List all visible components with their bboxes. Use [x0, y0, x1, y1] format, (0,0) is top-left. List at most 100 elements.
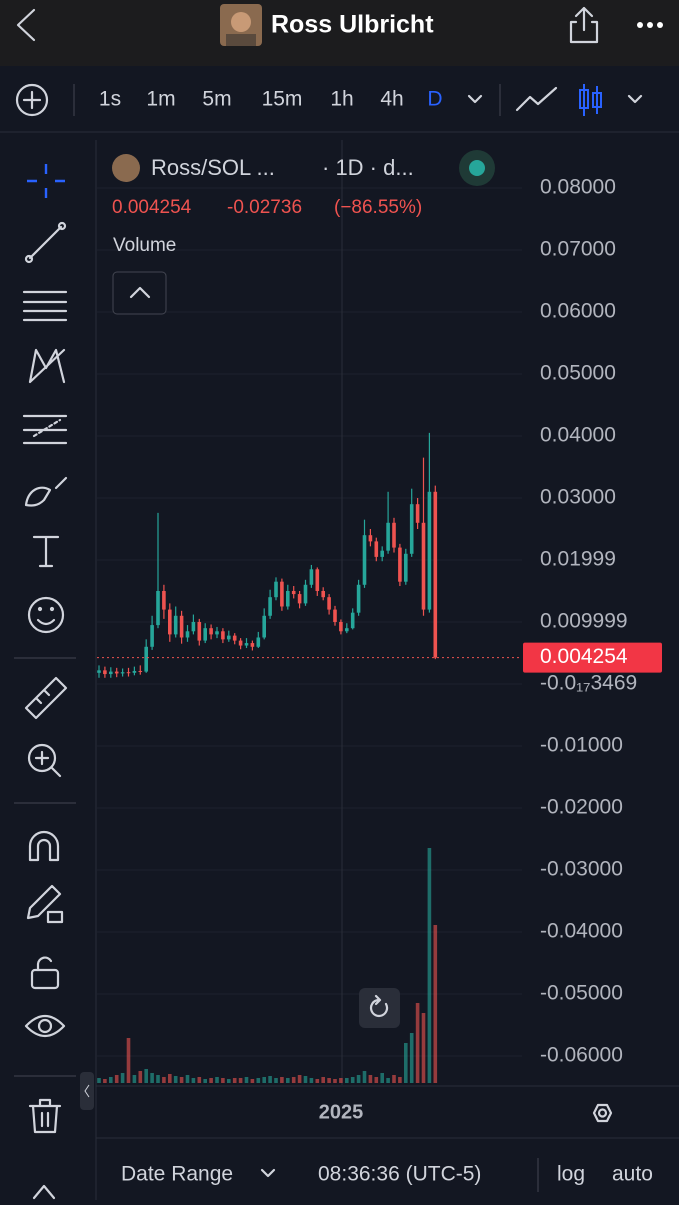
more-button[interactable]	[637, 22, 663, 28]
volume-bar	[321, 1077, 325, 1083]
volume-bar	[303, 1076, 308, 1083]
interval-button[interactable]: 15m	[262, 88, 303, 111]
chart-type-dropdown[interactable]	[627, 94, 643, 104]
header-title: Ross Ulbricht	[271, 11, 434, 39]
volume-bar	[156, 1075, 160, 1083]
candle-body	[97, 670, 101, 673]
line-chart-button[interactable]	[515, 86, 558, 112]
candle-body	[197, 621, 202, 641]
symbol-avatar	[112, 154, 140, 182]
lock-tool[interactable]	[30, 956, 60, 990]
volume-bar	[179, 1077, 184, 1083]
candle-body	[250, 643, 255, 647]
candle-body	[238, 640, 243, 646]
collapse-button[interactable]	[112, 271, 167, 315]
auto-button[interactable]: auto	[612, 1163, 653, 1186]
forecast-tool[interactable]	[22, 414, 68, 445]
candle-body	[132, 670, 137, 673]
volume-bar	[232, 1078, 237, 1083]
last-price-label: 0.004254	[540, 645, 628, 668]
log-button[interactable]: log	[557, 1163, 585, 1186]
interval-button[interactable]: 4h	[380, 88, 403, 111]
visibility-tool[interactable]	[24, 1014, 66, 1038]
header-bar	[0, 0, 679, 66]
status-dot	[469, 160, 485, 176]
reset-button[interactable]	[359, 988, 400, 1028]
trend-line-tool[interactable]	[24, 221, 67, 264]
settings-button[interactable]	[592, 1103, 613, 1123]
candle-body	[380, 550, 384, 557]
text-tool[interactable]	[32, 535, 60, 568]
volume-bar	[103, 1079, 107, 1083]
candle-chart-button[interactable]	[579, 84, 602, 116]
volume-bar	[291, 1077, 296, 1083]
ruler-tool[interactable]	[24, 676, 68, 720]
scroll-up[interactable]	[32, 1184, 56, 1200]
candle-body	[362, 535, 367, 585]
y-tick-label: -0.02000	[540, 796, 623, 819]
emoji-tool[interactable]	[27, 596, 65, 634]
candle-body	[286, 590, 290, 607]
interval: · 1D · d...	[322, 155, 414, 180]
volume-bar	[350, 1077, 355, 1083]
volume-bar	[256, 1078, 261, 1083]
toolbar-collapse[interactable]	[80, 1072, 94, 1110]
interval-button[interactable]: D	[427, 88, 442, 111]
legend: Ross/SOL ... · 1D · d... 0.004254 -0.027…	[112, 150, 495, 315]
volume-bar	[433, 925, 438, 1083]
date-range[interactable]: Date Range	[121, 1163, 233, 1186]
y-tick-label: -0.03000	[540, 858, 623, 881]
volume-bar	[162, 1077, 166, 1083]
interval-dropdown[interactable]	[467, 94, 483, 104]
volume-bar	[138, 1071, 143, 1083]
candle-body	[427, 491, 432, 610]
volume-bar	[114, 1075, 119, 1083]
y-tick-label: 0.08000	[540, 176, 616, 199]
candle-body	[433, 491, 438, 658]
zoom-tool[interactable]	[27, 743, 62, 778]
interval-button[interactable]: 1h	[330, 88, 353, 111]
intervals: 1s 1m 5m 15m 1h 4h D	[99, 88, 443, 111]
interval-button[interactable]: 5m	[202, 88, 231, 111]
add-button[interactable]	[15, 83, 49, 117]
fib-tool[interactable]	[22, 290, 68, 322]
pattern-tool[interactable]	[28, 348, 66, 384]
candle-body	[126, 672, 131, 674]
volume-bar	[268, 1076, 272, 1083]
candle-body	[280, 581, 284, 607]
candle-body	[315, 569, 320, 591]
volume-bar	[150, 1073, 154, 1083]
volume-bar	[398, 1077, 402, 1083]
lock-drawing-tool[interactable]	[26, 884, 64, 924]
y-tick-label: 0.009999	[540, 610, 628, 633]
y-tick-label: 0.04000	[540, 424, 616, 447]
interval-button[interactable]: 1s	[99, 88, 121, 111]
candle-body	[156, 590, 160, 626]
y-tick-label: 0.06000	[540, 300, 616, 323]
interval-button[interactable]: 1m	[146, 88, 175, 111]
volume-bar	[356, 1075, 361, 1083]
crosshair-tool[interactable]	[27, 164, 65, 198]
candle-body	[244, 643, 249, 646]
volume-bar	[144, 1069, 148, 1083]
date-range-dropdown[interactable]	[260, 1168, 276, 1178]
volume-bar	[126, 1038, 131, 1083]
candle-body	[350, 612, 355, 629]
volume-bar	[362, 1071, 367, 1083]
y-tick-label: -0.04000	[540, 920, 623, 943]
candle-body	[339, 621, 343, 632]
y-tick-label: 0.07000	[540, 238, 616, 261]
candle-body	[386, 522, 390, 551]
delete-tool[interactable]	[28, 1098, 62, 1134]
magnet-tool[interactable]	[28, 830, 60, 862]
candle-body	[256, 637, 261, 647]
share-button[interactable]	[569, 6, 599, 44]
volume-bar	[309, 1078, 314, 1083]
brush-tool[interactable]	[24, 476, 68, 507]
volume-bar	[197, 1077, 202, 1083]
volume-bar	[374, 1077, 379, 1083]
candle-body	[274, 581, 278, 598]
back-button[interactable]	[16, 8, 36, 42]
volume-bar	[327, 1078, 331, 1083]
